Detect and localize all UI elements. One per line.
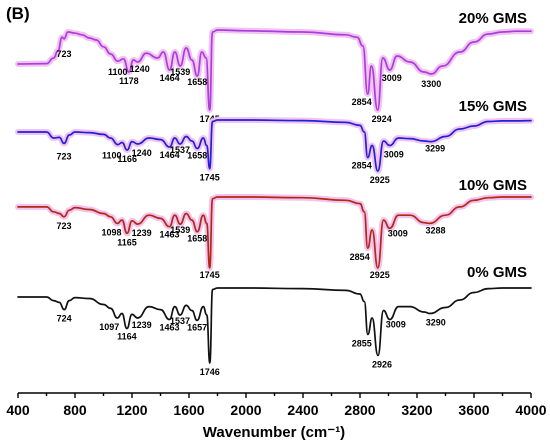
x-tick-label: 3200: [401, 402, 432, 418]
peak-label: 1166: [117, 154, 137, 164]
panel-label: (B): [6, 4, 30, 23]
peak-label: 1240: [132, 148, 152, 158]
x-tick-label: 1600: [173, 402, 204, 418]
peak-label: 723: [56, 151, 71, 161]
peak-label: 3009: [386, 320, 406, 330]
peak-label: 2854: [350, 252, 370, 262]
peak-label: 1658: [187, 151, 207, 161]
peak-label: 1539: [170, 67, 190, 77]
peak-label: 1100: [102, 151, 122, 161]
x-tick-label: 800: [63, 402, 87, 418]
peak-label: 723: [56, 221, 71, 231]
peak-label: 3009: [388, 228, 408, 238]
series-halo: [15, 27, 534, 113]
series-line: [17, 29, 532, 111]
peak-label: 1164: [117, 332, 137, 342]
peak-label: 2925: [370, 175, 390, 185]
series-label: 15% GMS: [459, 98, 527, 115]
peak-label: 1464: [160, 73, 180, 83]
peak-label: 724: [57, 314, 72, 324]
peak-label: 1239: [132, 228, 152, 238]
peak-label: 723: [56, 49, 71, 59]
peak-label: 1239: [132, 320, 152, 330]
peak-label: 1539: [170, 225, 190, 235]
series-line: [17, 119, 532, 172]
peak-label: 3299: [425, 144, 445, 154]
peak-label: 1537: [170, 316, 190, 326]
peak-label: 1240: [130, 64, 150, 74]
peak-label: 1658: [187, 77, 207, 87]
peak-label: 1097: [99, 322, 119, 332]
peak-label: 2924: [372, 114, 392, 124]
series-label: 20% GMS: [459, 10, 527, 27]
peak-label: 1463: [159, 230, 179, 240]
peak-label: 1537: [170, 145, 190, 155]
peak-label: 1165: [117, 237, 137, 247]
x-tick-label: 2400: [287, 402, 318, 418]
peak-label: 2854: [352, 97, 372, 107]
peak-label: 2926: [372, 360, 392, 370]
peak-label: 1745: [200, 173, 220, 183]
series-halo: [15, 194, 534, 271]
peak-label: 1745: [200, 114, 220, 124]
x-tick-label: 2000: [230, 402, 261, 418]
series-line: [17, 287, 532, 364]
peak-label: 3300: [421, 79, 441, 89]
peak-label: 1100: [108, 67, 128, 77]
spectra-group: 20% GMS723110011781240146415391658174528…: [15, 10, 534, 377]
peak-label: 1098: [101, 227, 121, 237]
x-tick-label: 400: [6, 402, 30, 418]
x-tick-label: 1200: [116, 402, 147, 418]
peak-label: 3009: [384, 150, 404, 160]
peak-label: 1658: [187, 234, 207, 244]
peak-label: 2925: [370, 270, 390, 280]
series-label: 0% GMS: [467, 264, 527, 281]
peak-label: 1178: [119, 76, 139, 86]
series-line: [17, 196, 532, 269]
peak-label: 3009: [382, 73, 402, 83]
x-tick-label: 3600: [458, 402, 489, 418]
peak-label: 3290: [426, 318, 446, 328]
x-tick-label: 2800: [344, 402, 375, 418]
peak-label: 1657: [187, 322, 207, 332]
peak-label: 1746: [200, 367, 220, 377]
peak-label: 1463: [159, 323, 179, 333]
peak-label: 2855: [352, 339, 372, 349]
peak-label: 1745: [200, 270, 220, 280]
x-tick-label: 4000: [515, 402, 546, 418]
peak-label: 3288: [425, 225, 445, 235]
x-axis: 400 800 1200 1600 2000 2400 2800 3200 3600 4000: [6, 392, 547, 418]
peak-label: 2854: [352, 161, 372, 171]
series-halo: [15, 117, 534, 174]
peak-label: 1464: [160, 150, 180, 160]
x-axis-label: Wavenumber (cm⁻¹): [203, 424, 345, 441]
series-label: 10% GMS: [459, 177, 527, 194]
